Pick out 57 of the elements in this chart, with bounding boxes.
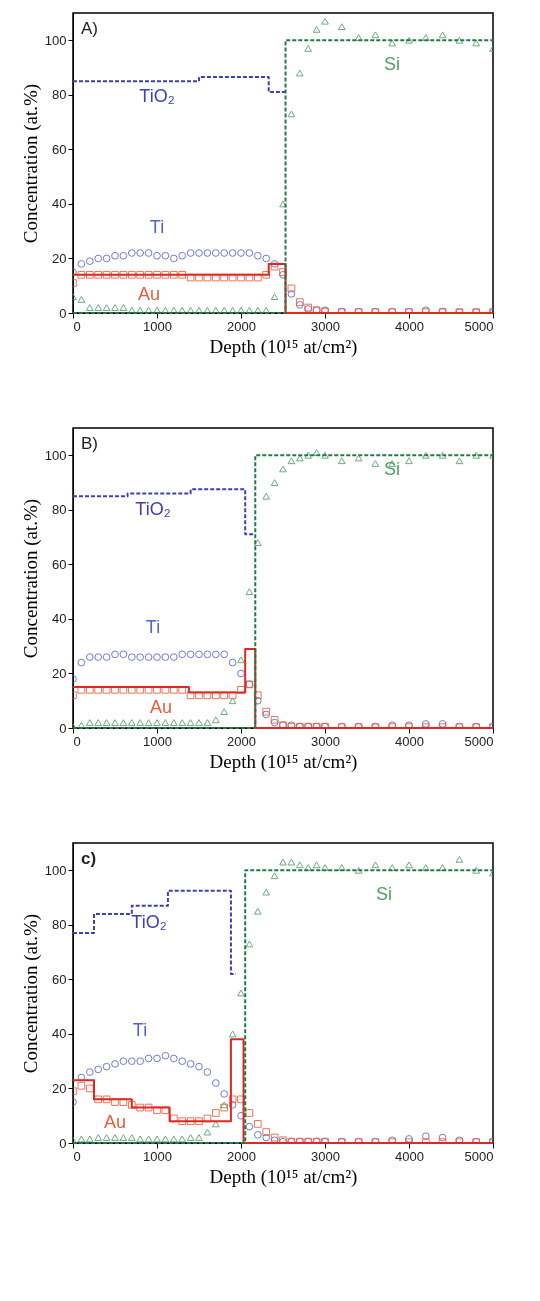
series-label: Ti	[132, 1020, 148, 1040]
y-tick-label: 40	[52, 1026, 67, 1042]
series-label: TiO₂	[131, 912, 167, 932]
x-tick-label: 2000	[227, 733, 256, 749]
series-label: Au	[137, 284, 161, 304]
y-tick-label: 40	[52, 611, 67, 627]
series-label: TiO₂	[139, 86, 175, 106]
y-tick-label: 60	[52, 141, 67, 157]
x-tick-label: 1000	[143, 1148, 172, 1164]
y-tick-label: 60	[52, 556, 67, 572]
y-tick-label: 100	[44, 447, 67, 463]
y-tick-label: 20	[52, 1080, 67, 1096]
y-tick-label: 20	[52, 250, 67, 266]
y-axis-title: Concentration (at.%)	[19, 83, 42, 244]
series-label: Ti	[145, 617, 161, 637]
y-axis-title: Concentration (at.%)	[19, 498, 42, 659]
x-tick-label: 1000	[143, 318, 172, 334]
x-tick-label: 0	[73, 318, 81, 334]
series-label: Ti	[149, 217, 165, 237]
series-label: Si	[375, 884, 393, 904]
x-tick-label: 5000	[464, 733, 494, 749]
y-tick-label: 0	[59, 305, 67, 321]
x-tick-label: 4000	[395, 733, 424, 749]
y-tick-label: 100	[44, 862, 67, 878]
chart-title: c)	[81, 849, 97, 868]
x-tick-label: 4000	[395, 318, 424, 334]
x-axis-title: Depth (10¹⁵ at/cm²)	[209, 1165, 358, 1188]
x-tick-label: 2000	[227, 318, 256, 334]
y-tick-label: 80	[52, 87, 67, 103]
series-label: TiO₂	[135, 499, 171, 519]
x-tick-label: 4000	[395, 1148, 424, 1164]
x-tick-label: 2000	[227, 1148, 256, 1164]
series-label: Au	[149, 697, 173, 717]
series-label: Si	[383, 54, 401, 74]
chart-title: A)	[81, 19, 98, 38]
x-tick-label: 0	[73, 733, 81, 749]
series-label: Si	[383, 459, 401, 479]
y-tick-label: 20	[52, 665, 67, 681]
y-tick-label: 40	[52, 196, 67, 212]
y-tick-label: 0	[59, 1135, 67, 1151]
x-tick-label: 3000	[311, 1148, 340, 1164]
y-tick-label: 60	[52, 971, 67, 987]
y-tick-label: 0	[59, 720, 67, 736]
x-axis-title: Depth (10¹⁵ at/cm²)	[209, 750, 358, 773]
chart-title: B)	[81, 434, 98, 453]
y-axis-title: Concentration (at.%)	[19, 913, 42, 1074]
x-tick-label: 3000	[311, 318, 340, 334]
y-tick-label: 80	[52, 917, 67, 933]
y-tick-label: 100	[44, 32, 67, 48]
y-tick-label: 80	[52, 502, 67, 518]
x-tick-label: 3000	[311, 733, 340, 749]
series-label: Au	[103, 1112, 127, 1132]
x-tick-label: 5000	[464, 1148, 494, 1164]
x-axis-title: Depth (10¹⁵ at/cm²)	[209, 335, 358, 358]
x-tick-label: 5000	[464, 318, 494, 334]
x-tick-label: 0	[73, 1148, 81, 1164]
x-tick-label: 1000	[143, 733, 172, 749]
